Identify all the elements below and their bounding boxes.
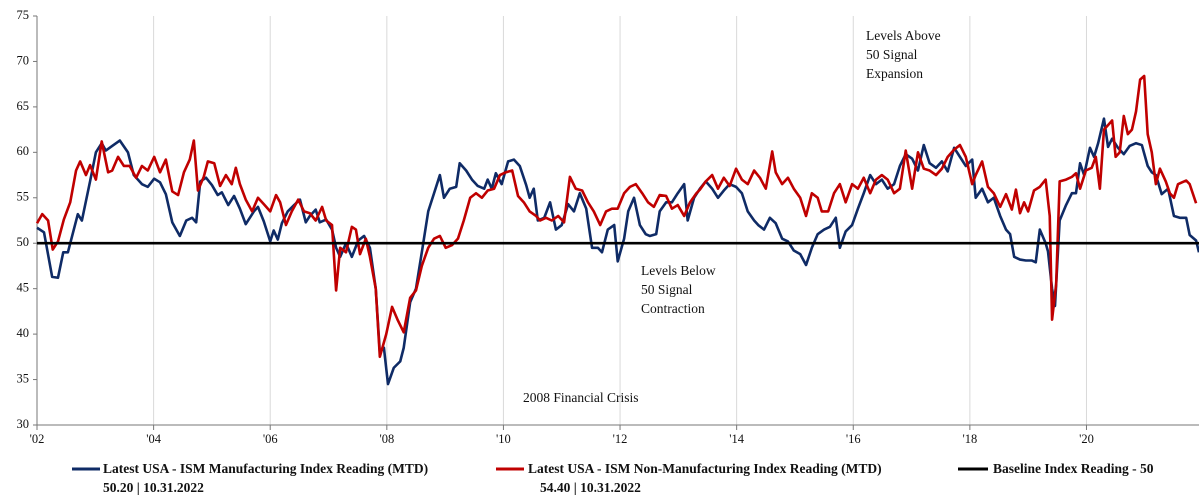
legend: Latest USA - ISM Manufacturing Index Rea… [72,461,1154,495]
x-tick-label: '16 [846,432,861,446]
x-tick-label: '18 [962,432,977,446]
x-tick-label: '02 [30,432,45,446]
annotation: Contraction [641,301,705,316]
annotation: 50 Signal [641,282,693,297]
annotation: 2008 Financial Crisis [523,390,639,405]
y-tick-label: 45 [17,281,30,295]
annotation: Levels Above [866,28,941,43]
y-tick-label: 65 [17,99,30,113]
y-tick-label: 30 [17,417,30,431]
y-tick-label: 35 [17,371,30,385]
annotation: Levels Below [641,263,716,278]
annotation: Expansion [866,66,923,81]
y-tick-label: 50 [17,235,30,249]
annotation: 50 Signal [866,47,918,62]
x-tick-label: '08 [379,432,394,446]
y-tick-label: 70 [17,53,30,67]
series-line [37,119,1199,384]
lines [37,76,1199,384]
x-tick-label: '06 [263,432,278,446]
legend-note: 54.40 | 10.31.2022 [540,480,641,495]
legend-note: 50.20 | 10.31.2022 [103,480,204,495]
x-tick-label: '04 [146,432,162,446]
axes: '02 '04 '06 '08 '10 '12 '14 '16 '18 '20 30 35 40 45 50… [17,8,1199,446]
legend-label: Latest USA - ISM Manufacturing Index Rea… [103,461,428,476]
y-tick-label: 40 [17,326,30,340]
y-tick-label: 55 [17,190,30,204]
legend-label: Baseline Index Reading - 50 [993,461,1154,476]
x-tick-label: '14 [729,432,745,446]
y-tick-label: 75 [17,8,30,22]
legend-label: Latest USA - ISM Non-Manufacturing Index… [528,461,882,476]
y-tick-label: 60 [17,144,30,158]
x-tick-label: '12 [613,432,628,446]
series-line [37,76,1196,357]
x-tick-label: '20 [1079,432,1094,446]
x-tick-label: '10 [496,432,511,446]
